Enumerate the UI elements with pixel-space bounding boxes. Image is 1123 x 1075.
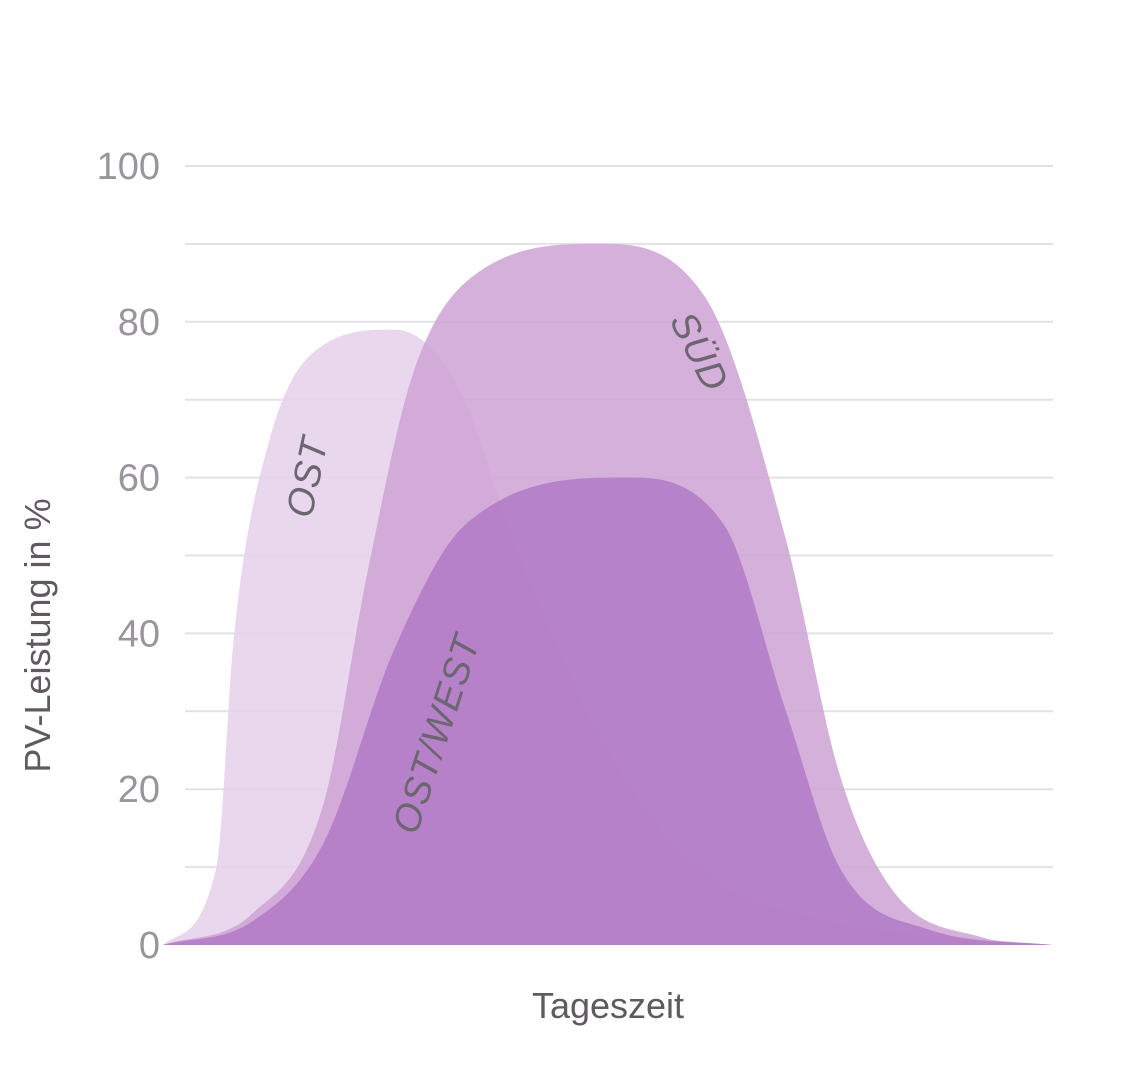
y-axis-ticks: 0 20 40 60 80 100: [97, 146, 160, 967]
y-tick-label: 60: [118, 458, 160, 500]
area-ost-west: [163, 477, 1053, 945]
y-tick-label: 80: [118, 302, 160, 344]
y-tick-label: 100: [97, 146, 160, 188]
x-axis-label: Tageszeit: [532, 985, 684, 1026]
series-areas: [163, 243, 1053, 946]
y-tick-label: 40: [118, 613, 160, 655]
y-tick-label: 20: [118, 769, 160, 811]
y-tick-label: 0: [139, 925, 160, 967]
y-axis-label: PV-Leistung in %: [17, 498, 58, 772]
